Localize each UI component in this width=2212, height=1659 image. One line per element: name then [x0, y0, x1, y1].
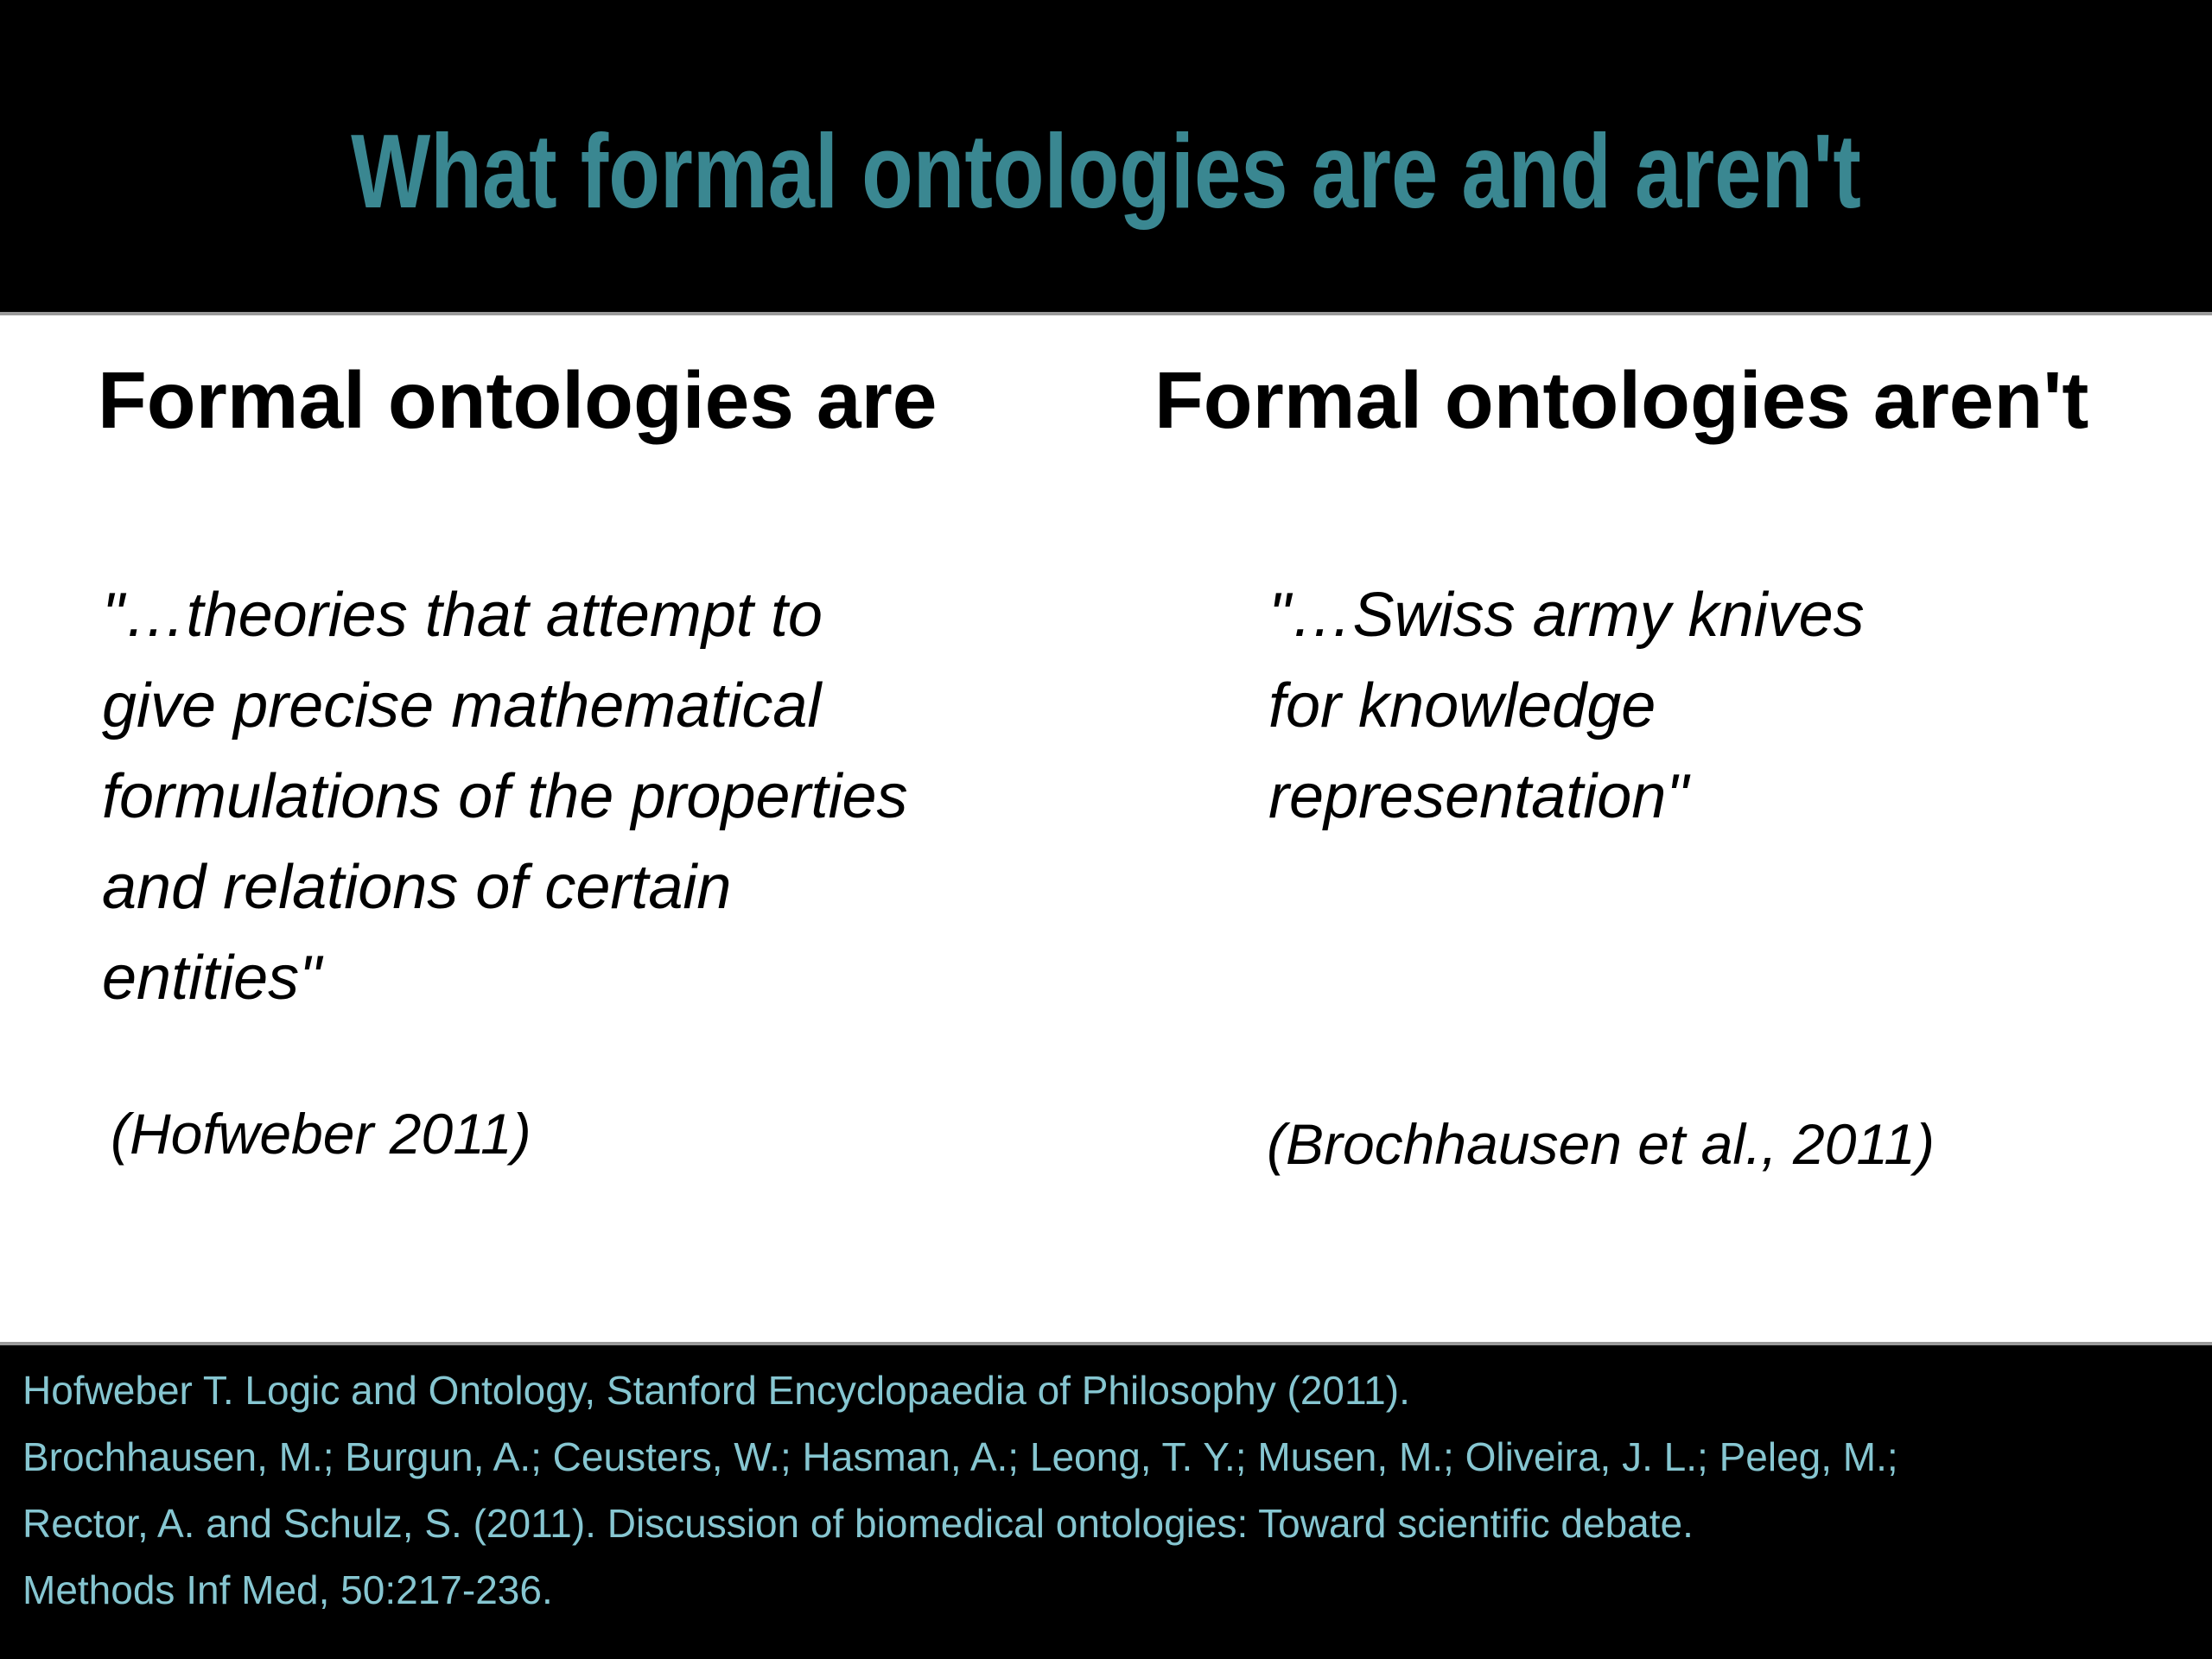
header-band: What formal ontologies are and aren't [0, 0, 2212, 315]
left-column-quote: "…theories that attempt to give precise … [102, 581, 908, 1013]
left-column-heading: Formal ontologies are [98, 355, 938, 445]
footer-reference-line: Hofweber T. Logic and Ontology, Stanford… [22, 1368, 1410, 1413]
slide-title: What formal ontologies are and aren't [351, 112, 1861, 230]
footer-reference-line: Brochhausen, M.; Burgun, A.; Ceusters, W… [22, 1434, 1898, 1479]
footer-references: Hofweber T. Logic and Ontology, Stanford… [22, 1357, 2195, 1624]
footer-reference-line: Methods Inf Med, 50:217-236. [22, 1567, 553, 1612]
footer-reference-line: Rector, A. and Schulz, S. (2011). Discus… [22, 1501, 1694, 1546]
footer-band: Hofweber T. Logic and Ontology, Stanford… [0, 1342, 2212, 1659]
right-column-citation: (Brochhausen et al., 2011) [1267, 1112, 1935, 1176]
right-column-quote: "…Swiss army knives for knowledge repres… [1268, 581, 1865, 831]
right-column-heading: Formal ontologies aren't [1154, 355, 2089, 445]
left-column-citation: (Hofweber 2011) [111, 1102, 531, 1166]
